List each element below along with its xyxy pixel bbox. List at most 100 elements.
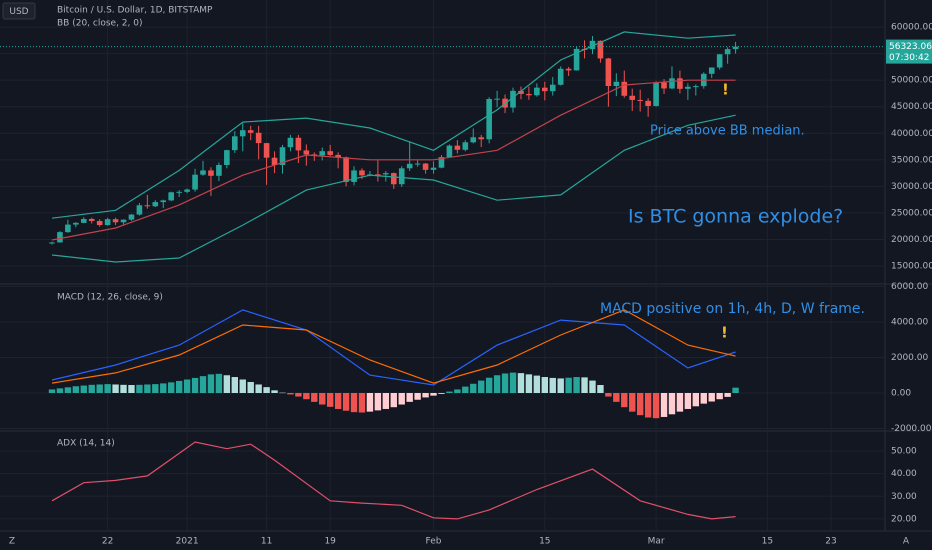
macd-histogram-bar <box>621 392 628 408</box>
macd-histogram-bar <box>597 385 604 393</box>
macd-histogram-bar <box>724 392 731 397</box>
y-tick-label: 50.00 <box>891 447 917 457</box>
macd-histogram-bar <box>676 392 684 412</box>
candle-body <box>708 67 715 74</box>
macd-histogram-bar <box>358 392 366 413</box>
candle-body <box>653 82 659 106</box>
y-tick-label: 60000.00 <box>891 23 932 33</box>
annotation: Is BTC gonna explode? <box>628 206 843 228</box>
y-tick-label: 0.00 <box>891 388 911 398</box>
macd-histogram-bar <box>636 392 644 416</box>
candle-body <box>287 137 294 148</box>
macd-histogram-bar <box>525 374 533 393</box>
macd-histogram-bar <box>374 392 382 411</box>
candle-body <box>621 81 628 96</box>
macd-histogram-bar <box>152 384 159 393</box>
candle-body <box>534 87 540 96</box>
candle-body <box>629 95 636 100</box>
candle-body <box>470 137 477 143</box>
x-tick-label: Feb <box>426 537 442 547</box>
macd-histogram-bar <box>629 392 636 412</box>
candle-body <box>406 163 413 169</box>
bollinger-band <box>51 114 736 263</box>
candle-body <box>104 219 111 226</box>
macd-histogram-bar <box>732 387 739 393</box>
candle-body <box>112 219 119 223</box>
candle-body <box>669 78 675 89</box>
x-tick-label: 19 <box>324 537 336 547</box>
candle-body <box>565 68 572 71</box>
symbol-title: Bitcoin / U.S. Dollar, 1D, BITSTAMP <box>57 6 213 16</box>
candle-body <box>88 218 95 222</box>
candle-body <box>637 99 643 101</box>
macd-histogram-bar <box>430 392 437 396</box>
macd-histogram-bar <box>414 392 421 400</box>
macd-line <box>51 309 736 384</box>
candle-body <box>446 145 453 158</box>
macd-histogram-bar <box>398 392 405 405</box>
currency-box[interactable] <box>2 2 36 20</box>
candle-body <box>144 205 151 207</box>
macd-histogram-bar <box>668 392 676 415</box>
macd-histogram-bar <box>255 384 262 393</box>
macd-histogram-bar <box>104 384 111 393</box>
annotation: MACD positive on 1h, 4h, D, W frame. <box>600 301 865 317</box>
macd-histogram-bar <box>199 376 207 393</box>
y-tick-label: 50000.00 <box>891 76 932 86</box>
macd-histogram-bar <box>716 392 723 400</box>
auto-scale-button[interactable]: A <box>903 537 910 547</box>
candle-body <box>359 170 365 176</box>
macd-histogram-bar <box>573 377 580 393</box>
candle-body <box>263 143 270 158</box>
y-tick-label: 30.00 <box>891 492 917 502</box>
annotation: ! <box>722 81 729 99</box>
macd-histogram-bar <box>446 391 453 393</box>
candle-body <box>597 40 604 59</box>
macd-histogram-bar <box>223 375 231 393</box>
annotation: ! <box>721 324 728 342</box>
macd-histogram-bar <box>485 377 493 393</box>
macd-histogram-bar <box>644 392 652 418</box>
x-tick-label: 23 <box>825 537 836 547</box>
macd-histogram-bar <box>326 392 334 407</box>
y-tick-label: 35000.00 <box>891 155 932 165</box>
macd-histogram-bar <box>160 383 167 393</box>
candle-body <box>716 54 723 68</box>
y-tick-label: 20000.00 <box>891 235 932 245</box>
macd-histogram-bar <box>136 384 143 393</box>
y-tick-label: 30000.00 <box>891 182 932 192</box>
macd-histogram-bar <box>207 374 215 393</box>
zoom-button[interactable]: Z <box>9 537 15 547</box>
macd-histogram-bar <box>287 392 294 395</box>
bollinger-band <box>51 79 736 241</box>
macd-histogram-bar <box>56 388 64 393</box>
macd-histogram-bar <box>120 384 127 393</box>
y-tick-label: 40.00 <box>891 469 917 479</box>
candle-body <box>693 86 699 88</box>
last-price-label: 56323.06 <box>889 42 932 52</box>
macd-histogram-bar <box>390 392 397 408</box>
macd-histogram-bar <box>493 375 501 393</box>
currency[interactable]: USD <box>9 7 28 17</box>
adx-title: ADX (14, 14) <box>57 439 115 449</box>
macd-histogram-bar <box>406 392 413 402</box>
candle-body <box>152 202 159 207</box>
candle-body <box>216 164 222 176</box>
x-tick-label: 22 <box>102 537 113 547</box>
candle-body <box>279 147 286 165</box>
candle-body <box>160 200 167 203</box>
annotation: Price above BB median. <box>650 124 805 139</box>
x-tick-label: 15 <box>762 537 773 547</box>
marks-layer <box>0 31 885 520</box>
candle-body <box>438 157 445 168</box>
macd-histogram-bar <box>48 389 56 393</box>
macd-histogram-bar <box>549 377 556 393</box>
macd-histogram-bar <box>501 373 509 393</box>
candle-body <box>96 221 103 226</box>
candle-body <box>184 189 190 192</box>
bar-countdown: 07:30:42 <box>889 53 929 63</box>
x-tick-label: 15 <box>539 537 550 547</box>
candle-body <box>724 49 731 55</box>
candle-body <box>732 46 739 50</box>
